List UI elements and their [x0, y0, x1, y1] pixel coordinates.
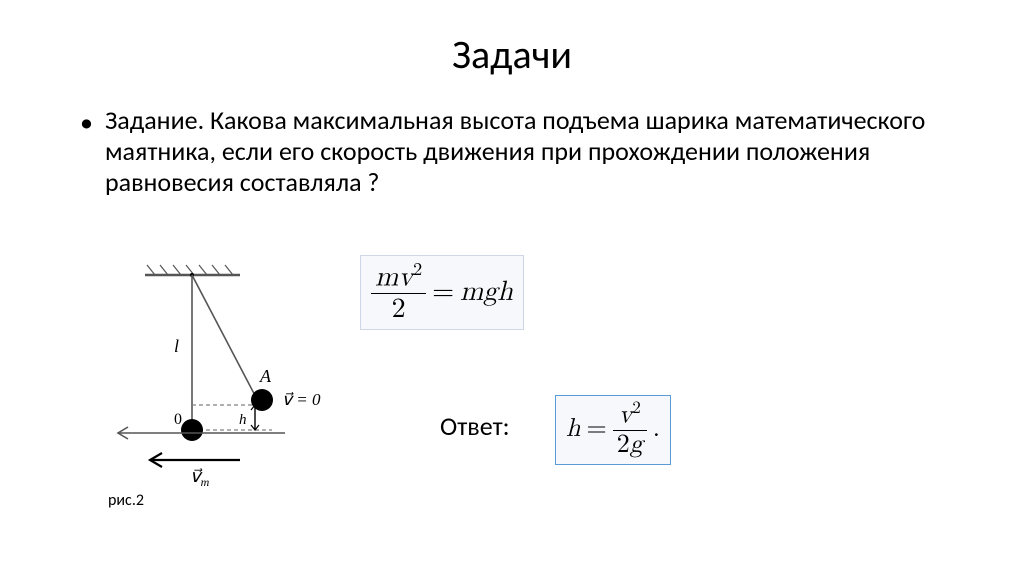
- fa-num-v: v: [619, 403, 633, 429]
- label-vm: v⃗m: [190, 466, 210, 489]
- body-text: • Задание. Какова максимальная высота по…: [80, 105, 950, 199]
- label-v0: v⃗ = 0: [282, 390, 321, 409]
- label-A: A: [259, 366, 272, 386]
- slide: Задачи • Задание. Какова максимальная вы…: [0, 0, 1024, 576]
- formula-energy: mv2 2 = mgh: [360, 255, 524, 330]
- f1-num-mv: mv: [375, 263, 413, 291]
- fa-eq: =: [586, 414, 606, 445]
- f1-den: 2: [371, 294, 426, 325]
- label-O: 0: [174, 411, 182, 428]
- bullet-item: • Задание. Какова максимальная высота по…: [80, 105, 950, 199]
- label-h: h: [239, 412, 247, 428]
- fa-period: .: [653, 414, 660, 445]
- bullet-dot: •: [80, 107, 93, 138]
- pendulum-diagram: l A 0 h v⃗ = 0 v⃗m рис.2: [100, 260, 330, 510]
- label-l: l: [174, 336, 179, 356]
- f1-num-sup: 2: [413, 260, 422, 279]
- diagram-caption: рис.2: [108, 491, 144, 510]
- fa-lhs: h: [566, 414, 580, 445]
- formula-answer: h = v2 2g .: [555, 395, 671, 465]
- slide-title: Задачи: [0, 30, 1024, 79]
- bullet-content: Задание. Какова максимальная высота подъ…: [105, 105, 950, 199]
- answer-label: Ответ:: [440, 410, 510, 442]
- f1-rhs: mgh: [460, 275, 513, 309]
- f1-eq: =: [432, 275, 454, 309]
- diagram-svg: l A 0 h v⃗ = 0 v⃗m рис.2: [100, 260, 330, 510]
- fa-num-sup: 2: [632, 400, 640, 417]
